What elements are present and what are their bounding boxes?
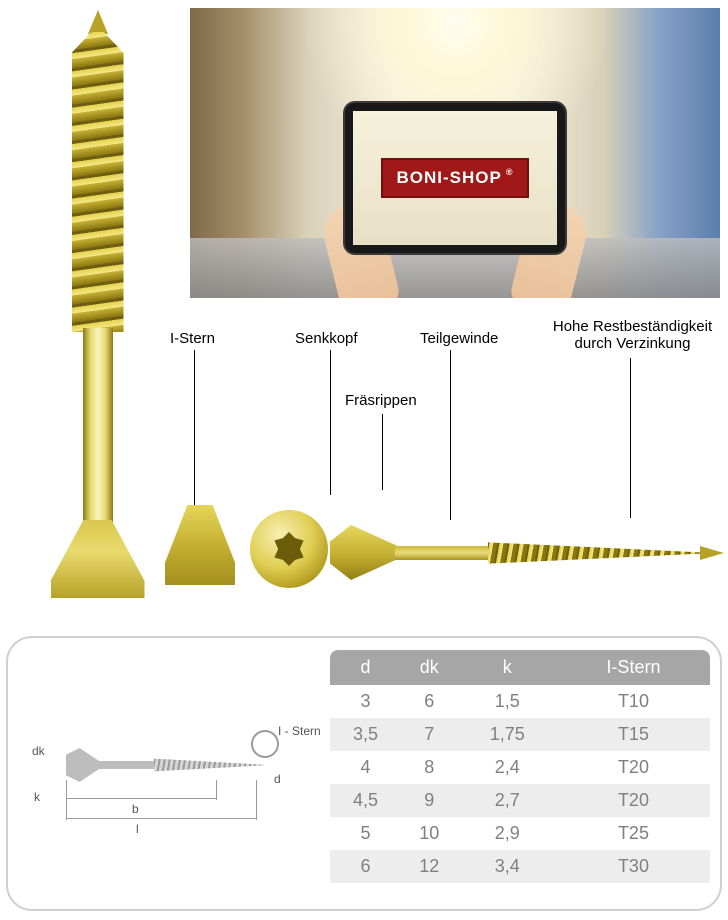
table-row: 361,5T10 [330,685,710,718]
table-cell: 6 [330,850,401,883]
dim-label-b: b [132,802,139,816]
dim-line [66,798,216,799]
diagram-head-icon [66,748,100,782]
dim-label-k: k [34,790,40,804]
dim-label-l: l [136,822,139,836]
table-cell: 1,75 [458,718,557,751]
screw-tip-icon [88,10,108,34]
screw-head-top-icon [250,510,328,588]
screw-shank-icon [83,328,113,523]
table-cell: T15 [557,718,710,751]
tablet-screen: BONI-SHOP ® [353,111,557,245]
spec-panel: dk k b l d I - Stern d dk k I-Stern 361,… [6,636,722,911]
table-row: 482,4T20 [330,751,710,784]
dimension-diagram: dk k b l d I - Stern [26,718,326,838]
label-fraesrippen: Fräsrippen [345,392,417,409]
table-row: 6123,4T30 [330,850,710,883]
table-cell: 2,4 [458,751,557,784]
mini-head-icon [330,525,400,580]
diagram-torx-icon [251,730,279,758]
table-cell: 4 [330,751,401,784]
table-row: 4,592,7T20 [330,784,710,817]
mini-shank-icon [395,546,490,560]
torx-icon [272,532,306,566]
brand-registered-icon: ® [506,167,514,177]
screw-horizontal-icon [330,525,725,580]
table-cell: 3,5 [330,718,401,751]
label-istern: I-Stern [170,330,215,347]
hero-image: BONI-SHOP ® [190,8,720,298]
dim-label-d: d [274,772,281,786]
dim-line [66,818,256,819]
table-cell: 3 [330,685,401,718]
tablet: BONI-SHOP ® [345,103,565,253]
screw-head-icon [51,520,145,598]
col-d: d [330,650,401,685]
label-senkkopf: Senkkopf [295,330,358,347]
table-cell: 9 [401,784,458,817]
table-cell: 2,9 [458,817,557,850]
table-cell: T30 [557,850,710,883]
screw-thread-icon [72,32,124,332]
table-cell: 1,5 [458,685,557,718]
spec-table-head: d dk k I-Stern [330,650,710,685]
screw-large-illustration [50,10,145,600]
lead-line [330,350,331,495]
mini-tip-icon [700,546,724,560]
table-cell: 12 [401,850,458,883]
table-cell: 4,5 [330,784,401,817]
table-cell: T10 [557,685,710,718]
mini-thread-icon [488,539,703,567]
table-cell: 6 [401,685,458,718]
dim-line [216,780,217,800]
col-k: k [458,650,557,685]
table-cell: 7 [401,718,458,751]
col-istern: I-Stern [557,650,710,685]
diagram-screw-icon [66,748,276,782]
diagram-thread-icon [154,757,264,773]
table-cell: 2,7 [458,784,557,817]
spec-table-body: 361,5T103,571,75T15482,4T204,592,7T20510… [330,685,710,883]
table-row: 5102,9T25 [330,817,710,850]
diagram-shank-icon [96,761,156,769]
table-cell: 10 [401,817,458,850]
dim-label-dk: dk [32,744,45,758]
col-dk: dk [401,650,458,685]
label-teilgewinde: Teilgewinde [420,330,498,347]
table-row: 3,571,75T15 [330,718,710,751]
table-cell: 8 [401,751,458,784]
brand-badge: BONI-SHOP ® [381,158,530,198]
screw-head-side-icon [165,505,235,585]
spec-table: d dk k I-Stern 361,5T103,571,75T15482,4T… [330,650,710,883]
screw-detail-illustrations [175,490,728,610]
table-cell: 5 [330,817,401,850]
table-cell: 3,4 [458,850,557,883]
spec-header-row: d dk k I-Stern [330,650,710,685]
brand-text: BONI-SHOP [397,168,502,188]
table-cell: T25 [557,817,710,850]
label-verzinkung: Hohe Restbeständigkeit durch Verzinkung [540,318,725,352]
table-cell: T20 [557,784,710,817]
dim-label-istern: I - Stern [278,724,321,738]
dim-line [66,780,67,820]
lead-line [382,414,383,490]
dim-line [256,780,257,820]
table-cell: T20 [557,751,710,784]
